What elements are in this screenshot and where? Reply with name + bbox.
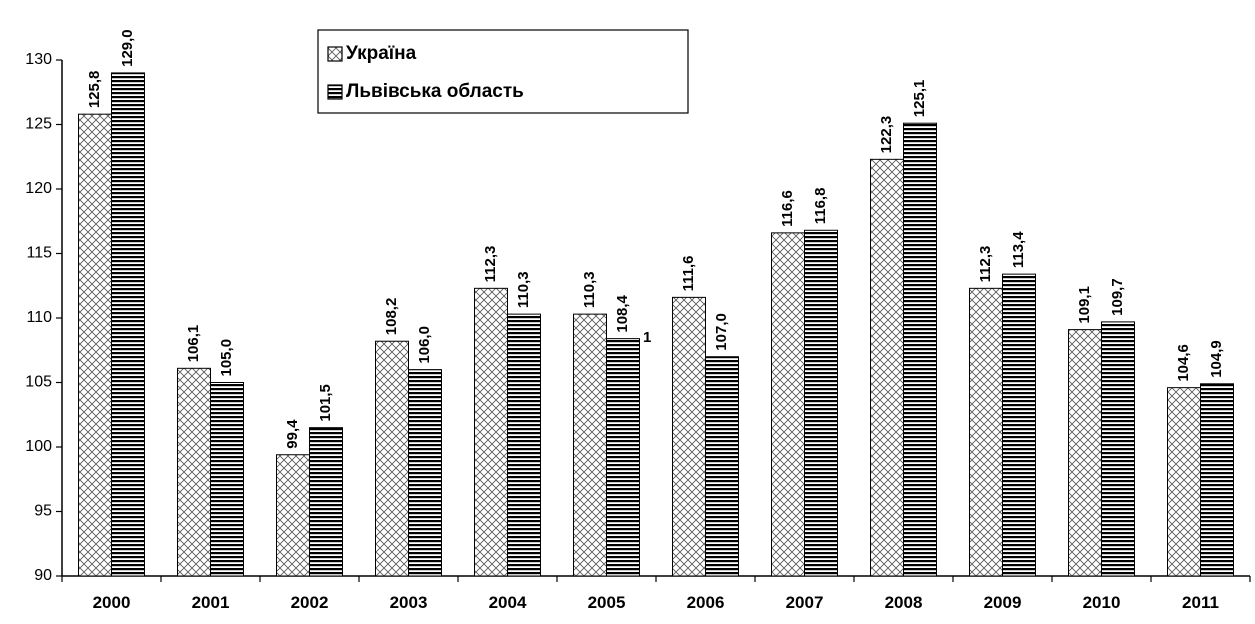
data-label: 110,3	[581, 271, 598, 308]
bar	[309, 427, 343, 577]
x-tick-label: 2005	[588, 593, 626, 612]
y-tick-label: 125	[25, 116, 52, 133]
data-label: 122,3	[878, 116, 895, 154]
bar	[1068, 329, 1102, 577]
data-label: 125,1	[911, 80, 928, 118]
bar	[969, 287, 1003, 577]
data-label: 111,6	[680, 255, 697, 291]
bar	[903, 122, 937, 577]
bar	[1200, 383, 1234, 577]
data-label: 112,3	[482, 246, 499, 283]
y-tick-label: 120	[25, 180, 52, 197]
y-tick-label: 100	[25, 438, 52, 455]
legend-box	[317, 29, 689, 114]
bar	[177, 367, 211, 577]
data-label: 106,0	[416, 326, 433, 364]
data-label: 112,3	[977, 246, 994, 283]
data-label: 108,4	[614, 294, 631, 332]
x-tick-label: 2000	[93, 593, 131, 612]
legend-swatch	[327, 84, 343, 100]
y-tick-label: 95	[34, 503, 52, 520]
bar	[78, 113, 112, 577]
data-label: 108,2	[383, 298, 400, 336]
x-tick-label: 2006	[687, 593, 725, 612]
x-tick-label: 2009	[984, 593, 1022, 612]
x-tick-label: 2003	[390, 593, 428, 612]
bar	[276, 454, 310, 577]
bar	[474, 287, 508, 577]
x-tick-label: 2002	[291, 593, 329, 612]
data-label: 113,4	[1010, 231, 1027, 268]
data-label: 125,8	[86, 71, 103, 109]
y-tick-label: 130	[25, 51, 52, 68]
data-label: 129,0	[119, 29, 136, 67]
y-tick-label: 105	[25, 374, 52, 391]
annotation: 1	[643, 329, 651, 346]
y-tick-label: 110	[26, 309, 52, 326]
data-label: 110,3	[515, 271, 532, 308]
bar	[408, 369, 442, 577]
bar	[375, 340, 409, 577]
data-label: 104,9	[1208, 340, 1225, 378]
bar	[1101, 321, 1135, 577]
data-label: 104,6	[1175, 344, 1192, 382]
data-label: 101,5	[317, 384, 334, 422]
data-label: 116,8	[812, 188, 829, 225]
x-tick-label: 2011	[1182, 593, 1219, 612]
bar	[705, 356, 739, 577]
bar	[672, 296, 706, 577]
y-tick-label: 115	[26, 245, 52, 262]
data-label: 99,4	[284, 419, 301, 449]
bar	[210, 382, 244, 577]
bar	[1002, 273, 1036, 577]
legend-label: Львівська область	[346, 81, 524, 102]
data-label: 106,1	[185, 325, 202, 363]
bar	[606, 338, 640, 577]
data-label: 116,6	[779, 190, 796, 227]
data-label: 109,7	[1109, 278, 1126, 316]
bar	[804, 229, 838, 577]
bar	[870, 158, 904, 577]
x-tick-label: 2010	[1083, 593, 1121, 612]
data-label: 105,0	[218, 339, 235, 377]
y-tick-label: 90	[34, 567, 52, 584]
bar	[1167, 387, 1201, 577]
data-label: 109,1	[1076, 286, 1093, 324]
bar	[111, 72, 145, 577]
bar	[507, 313, 541, 577]
x-tick-label: 2007	[786, 593, 824, 612]
legend-swatch	[327, 46, 343, 62]
legend-label: Україна	[346, 43, 417, 64]
data-label: 107,0	[713, 313, 730, 351]
x-tick-label: 2004	[489, 593, 527, 612]
x-tick-label: 2001	[192, 593, 230, 612]
bar	[771, 232, 805, 577]
x-tick-label: 2008	[885, 593, 923, 612]
bar	[573, 313, 607, 577]
